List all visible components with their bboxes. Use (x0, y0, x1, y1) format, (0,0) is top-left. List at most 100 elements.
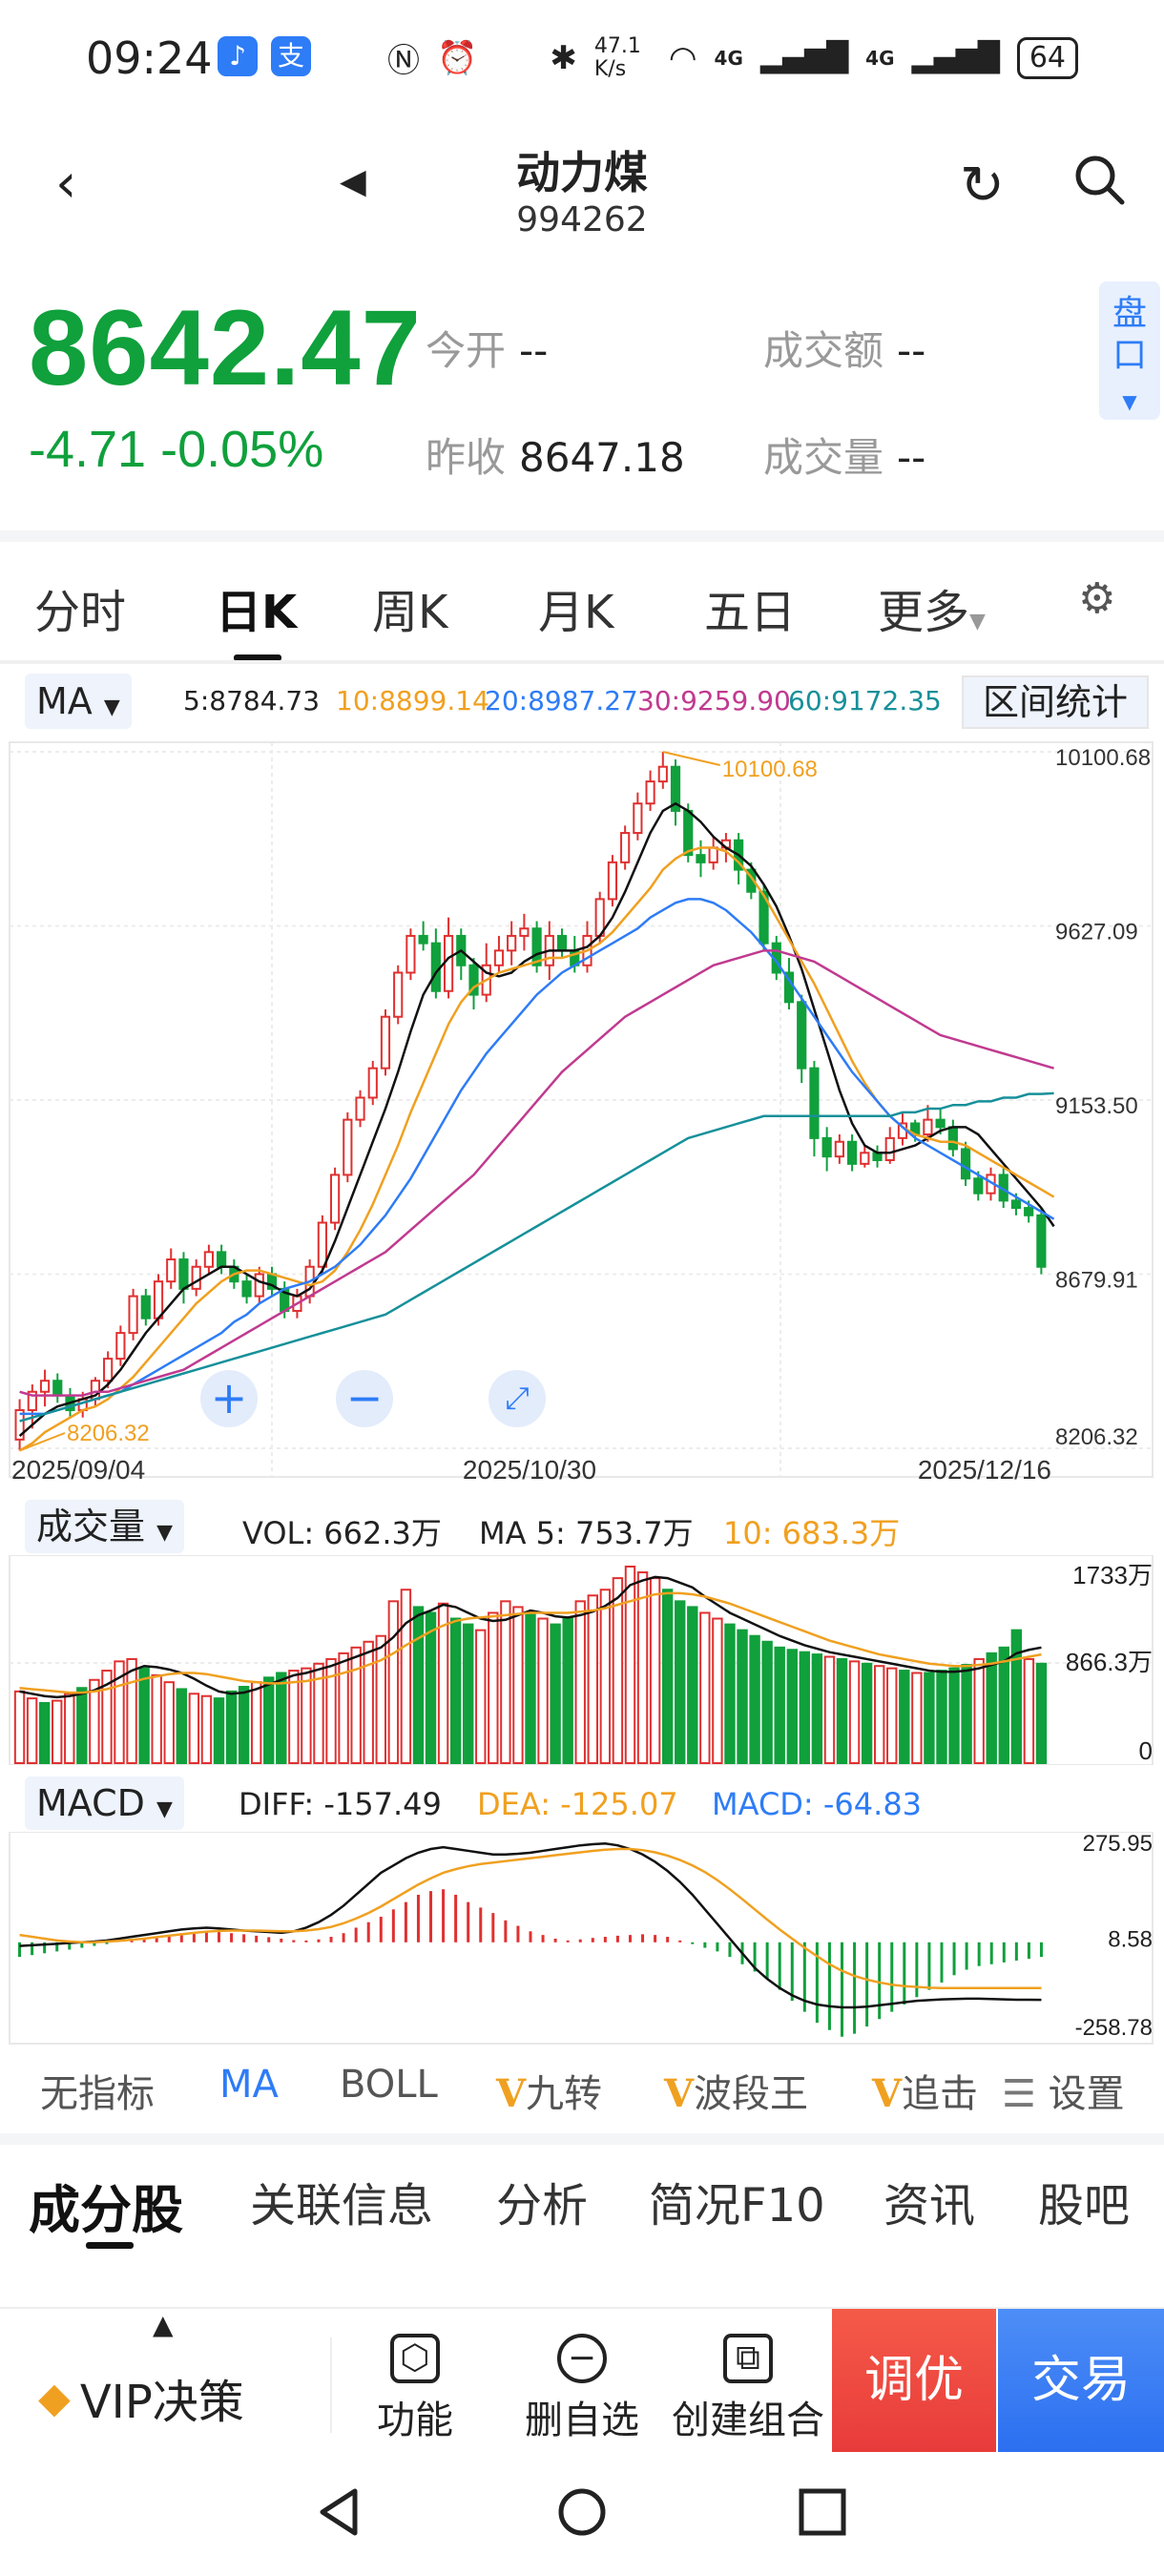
candle-body (191, 1265, 201, 1290)
volume-bar (599, 1589, 612, 1764)
tab-more[interactable]: 更多▼ (878, 574, 986, 641)
nav-back-icon[interactable] (315, 2483, 363, 2541)
last-price: 8642.47 (29, 288, 422, 407)
chevron-up-icon[interactable]: ▲ (153, 2309, 174, 2340)
volume-y-tick: 0 (1139, 1736, 1153, 1765)
volume-y-tick: 866.3万 (1066, 1648, 1153, 1676)
macd-selector[interactable]: MACD ▼ (25, 1776, 184, 1830)
caret-down-icon: ▼ (103, 696, 120, 719)
tab-fenshi[interactable]: 分时 (34, 586, 127, 639)
volume-bar (712, 1617, 723, 1764)
vip-decision-button[interactable]: ◆ VIP决策 (38, 2364, 244, 2431)
candle-body (468, 964, 479, 996)
candle-body (935, 1118, 946, 1129)
tab-related-info[interactable]: 关联信息 (250, 2179, 434, 2233)
candle-body (809, 1067, 820, 1139)
candle-body (884, 1136, 895, 1162)
volume-bar (400, 1589, 412, 1764)
ind-jiuzhuan[interactable]: V九转 (496, 2063, 602, 2118)
candle-body (620, 832, 631, 863)
tab-constituents[interactable]: 成分股 (29, 2180, 183, 2240)
candle-body (27, 1390, 37, 1412)
ma5-value: 5:8784.73 (183, 685, 321, 717)
ma-selector[interactable]: MA ▼ (25, 674, 132, 729)
volume-bar (512, 1606, 524, 1765)
gear-icon[interactable]: ⚙ (1078, 574, 1116, 623)
candle-body (1036, 1214, 1047, 1268)
tune-button[interactable]: 调优 (832, 2309, 996, 2452)
candle-body (430, 942, 441, 992)
candle-body (178, 1258, 189, 1290)
ind-ma[interactable]: MA (219, 2063, 279, 2107)
function-button[interactable]: ⬡ 功能 (363, 2334, 468, 2444)
volume-bar (250, 1681, 262, 1764)
candle-body (393, 971, 404, 1018)
refresh-icon[interactable]: ↻ (960, 155, 1005, 217)
macd-selector-label: MACD (36, 1782, 145, 1824)
ind-jiuzhuan-label: 九转 (526, 2072, 603, 2116)
volume-bar (1010, 1629, 1023, 1765)
volume-value: -- (897, 434, 926, 481)
volume-bar (412, 1606, 425, 1765)
search-icon[interactable] (1072, 153, 1128, 219)
divider (0, 530, 1164, 542)
volume-bar (823, 1655, 836, 1764)
trade-button[interactable]: 交易 (998, 2309, 1164, 2452)
remove-watchlist-button[interactable]: − 删自选 (515, 2334, 649, 2444)
x-tick-label: 2025/10/30 (463, 1455, 596, 1485)
volume-bar (89, 1678, 100, 1765)
tab-daily-k[interactable]: 日K (216, 586, 298, 639)
volume-bar (387, 1600, 400, 1764)
active-tab-indicator (234, 654, 281, 661)
ind-zhuiji[interactable]: V追击 (872, 2063, 978, 2118)
volume-bar (350, 1646, 362, 1764)
nav-home-icon[interactable] (555, 2483, 609, 2541)
volume-bar (636, 1571, 649, 1764)
candle-body (153, 1280, 164, 1319)
expand-icon[interactable]: ⤢ (488, 1370, 546, 1427)
candle-body (973, 1177, 984, 1195)
volume-bar (562, 1617, 573, 1764)
ma-line-ma20 (19, 898, 1055, 1416)
zoom-out-button[interactable]: − (336, 1370, 393, 1427)
signal-bars-icon: ▂▄▆█ (759, 41, 849, 74)
create-portfolio-button[interactable]: ⧉ 创建组合 (662, 2334, 834, 2444)
tab-forum[interactable]: 股吧 (1038, 2179, 1131, 2233)
volume-bar (811, 1653, 823, 1764)
tab-analysis[interactable]: 分析 (496, 2179, 589, 2233)
tab-f10[interactable]: 简况F10 (649, 2179, 825, 2233)
network-speed: 47.1 K/s (593, 33, 641, 81)
x-tick-label: 2025/12/16 (918, 1455, 1051, 1485)
region-stats-button[interactable]: 区间统计 (962, 675, 1149, 729)
create-portfolio-label: 创建组合 (672, 2399, 824, 2442)
volume-y-tick: 1733万 (1072, 1561, 1153, 1589)
volume-bar (724, 1623, 736, 1764)
remove-watchlist-label: 删自选 (525, 2399, 639, 2442)
tab-weekly-k[interactable]: 周K (372, 586, 448, 639)
indicator-settings[interactable]: ☰ 设置 (1002, 2063, 1125, 2118)
pankou-button[interactable]: 盘口 ▼ (1099, 281, 1160, 420)
ind-none[interactable]: 无指标 (40, 2072, 155, 2116)
ind-boll[interactable]: BOLL (340, 2063, 438, 2107)
nav-recents-icon[interactable] (796, 2483, 849, 2541)
volume-selector[interactable]: 成交量 ▼ (25, 1500, 185, 1553)
kline-chart[interactable]: 10100.689627.099153.508679.918206.322025… (0, 735, 1164, 1488)
volume-bar (163, 1681, 175, 1764)
candle-body (846, 1140, 858, 1165)
volume-bar (886, 1667, 898, 1764)
ind-boduanwang[interactable]: V波段王 (664, 2063, 808, 2118)
function-label: 功能 (377, 2399, 453, 2442)
divider (0, 2133, 1164, 2145)
open-label: 今开 (426, 327, 507, 374)
prev-stock-button[interactable]: ◀ (340, 162, 366, 201)
zoom-in-button[interactable]: + (200, 1370, 258, 1427)
candle-body (128, 1295, 138, 1335)
back-button[interactable]: ‹ (55, 153, 77, 215)
diamond-icon: ◆ (38, 2373, 71, 2422)
candle-body (821, 1136, 832, 1158)
candle-body (443, 934, 454, 992)
tab-five-day[interactable]: 五日 (704, 586, 797, 639)
tab-monthly-k[interactable]: 月K (538, 586, 614, 639)
tab-news[interactable]: 资讯 (883, 2179, 976, 2233)
candle-body (797, 1001, 807, 1070)
